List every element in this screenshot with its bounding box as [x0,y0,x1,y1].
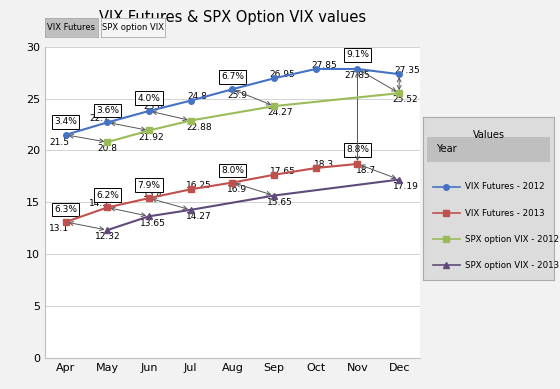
Text: 25.9: 25.9 [227,91,248,100]
Text: 12.32: 12.32 [95,232,120,241]
Text: 6.7%: 6.7% [221,72,244,81]
Text: 13.65: 13.65 [140,219,166,228]
Text: 14.5: 14.5 [89,199,109,209]
Text: 21.5: 21.5 [49,138,69,147]
Text: 6.3%: 6.3% [54,205,77,214]
Text: 4.0%: 4.0% [138,93,161,103]
Text: 6.2%: 6.2% [96,191,119,200]
Text: SPX option VIX - 2013: SPX option VIX - 2013 [465,261,559,270]
FancyBboxPatch shape [427,137,550,163]
Text: Year: Year [436,144,456,154]
Text: 27.85: 27.85 [344,71,370,80]
Text: 23.8: 23.8 [143,102,163,111]
Text: 16.9: 16.9 [227,185,248,194]
Text: 24.8: 24.8 [187,93,207,102]
Text: 18.7: 18.7 [356,166,376,175]
Text: 9.1%: 9.1% [346,51,369,60]
Text: 18.3: 18.3 [314,160,334,169]
Text: 17.19: 17.19 [393,182,418,191]
Text: 17.65: 17.65 [269,166,295,176]
Text: 25.52: 25.52 [393,95,418,104]
Text: SPX option VIX - 2012: SPX option VIX - 2012 [465,235,559,244]
Text: 22.88: 22.88 [186,123,212,132]
Text: VIX Futures - 2013: VIX Futures - 2013 [465,209,544,217]
Text: 8.8%: 8.8% [346,145,369,154]
Text: 22.7: 22.7 [89,114,109,123]
Text: VIX Futures - 2012: VIX Futures - 2012 [465,182,544,191]
Text: SPX option VIX: SPX option VIX [102,23,164,32]
Text: 27.85: 27.85 [311,61,337,70]
Text: 3.6%: 3.6% [96,106,119,115]
Text: 7.9%: 7.9% [138,180,161,190]
Text: 3.4%: 3.4% [54,117,77,126]
Text: 16.25: 16.25 [186,181,212,190]
Text: 27.35: 27.35 [395,66,421,75]
Text: 15.65: 15.65 [268,198,293,207]
Text: 26.95: 26.95 [269,70,295,79]
Text: 15.4: 15.4 [143,190,163,199]
Text: 21.92: 21.92 [138,133,164,142]
Text: Values: Values [473,130,505,140]
Title: VIX Futures & SPX Option VIX values: VIX Futures & SPX Option VIX values [99,10,366,25]
Text: 24.27: 24.27 [268,109,293,117]
Text: VIX Futures: VIX Futures [48,23,95,32]
Text: 13.1: 13.1 [49,224,69,233]
Text: 14.27: 14.27 [186,212,212,221]
Text: 20.8: 20.8 [97,144,118,153]
Text: 8.0%: 8.0% [221,166,244,175]
